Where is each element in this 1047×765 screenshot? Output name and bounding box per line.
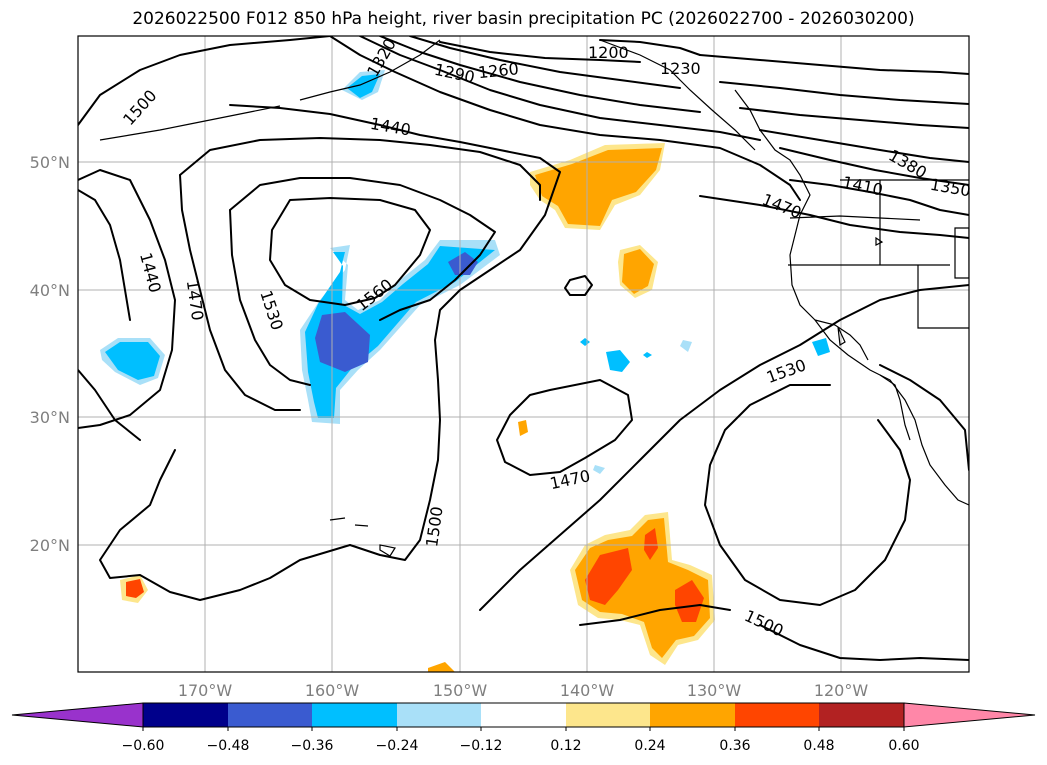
contour-line	[78, 36, 331, 126]
shade-negative	[300, 240, 500, 424]
contour-line	[789, 179, 969, 216]
colorbar-tick: −0.48	[207, 738, 250, 754]
shade-positive	[535, 148, 662, 226]
contour-line	[359, 36, 761, 141]
contour-line	[229, 177, 496, 321]
contour-label: 1230	[660, 59, 701, 78]
shade-positive	[126, 579, 144, 598]
contour-line	[229, 209, 311, 386]
colorbar-tick: −0.36	[291, 738, 334, 754]
colorbar-tick: 0.60	[888, 738, 919, 754]
plot-frame	[77, 35, 970, 673]
colorbar-swatch	[650, 703, 735, 727]
colorbar-extend-right	[903, 702, 1036, 728]
precip-shading	[100, 70, 830, 672]
colorbar-swatch	[397, 703, 481, 727]
contour-line	[479, 284, 969, 611]
contour-line	[179, 174, 301, 411]
shade-negative	[643, 352, 652, 358]
colorbar-swatch	[481, 703, 566, 727]
colorbar: −0.60 −0.48 −0.36 −0.24 −0.12 0.12 0.24 …	[11, 702, 1036, 754]
shade-positive	[675, 580, 704, 622]
contour-label: 1200	[588, 43, 629, 62]
contour-line	[779, 147, 969, 186]
contour-line	[699, 54, 969, 75]
contour-line	[719, 81, 969, 105]
contour-line	[599, 39, 701, 56]
contour-line	[78, 369, 141, 441]
colorbar-tick: −0.60	[122, 738, 165, 754]
colorbar-swatch	[143, 703, 228, 727]
shade-negative	[593, 465, 605, 474]
colorbar-tick: 0.48	[803, 738, 834, 754]
longitude-labels: 170°W 160°W 150°W 140°W 130°W 120°W	[178, 681, 869, 700]
shade-negative	[448, 252, 478, 275]
contour-label: 1260	[477, 59, 519, 82]
contour-line	[78, 189, 131, 321]
colorbar-swatch	[819, 703, 904, 727]
plot-area	[78, 36, 969, 672]
latitude-labels: 50°N 40°N 30°N 20°N	[30, 153, 70, 555]
contour-line	[879, 364, 969, 471]
contour-line	[379, 36, 701, 113]
shade-positive	[518, 420, 528, 436]
colorbar-swatch	[312, 703, 397, 727]
height-contours	[78, 36, 969, 661]
shade-negative	[680, 340, 692, 352]
shade-positive	[428, 662, 455, 672]
contour-line	[579, 604, 731, 626]
contour-line	[269, 197, 431, 306]
colorbar-tick: 0.24	[634, 738, 665, 754]
colorbar-tick: −0.12	[460, 738, 503, 754]
contour-line	[439, 41, 641, 63]
lat-label: 30°N	[30, 408, 70, 427]
shade-negative	[812, 338, 830, 356]
coastlines	[99, 39, 969, 557]
contour-line	[179, 137, 541, 201]
contour-line	[759, 129, 969, 163]
contour-line	[759, 624, 969, 661]
lat-label: 50°N	[30, 153, 70, 172]
lon-label: 120°W	[814, 681, 869, 700]
colorbar-tick: 0.36	[719, 738, 750, 754]
contour-line	[496, 379, 633, 476]
contour-line	[704, 384, 911, 606]
contour-line	[409, 36, 681, 89]
colorbar-swatch	[228, 703, 312, 727]
shade-negative	[315, 312, 370, 372]
shade-negative	[606, 350, 630, 372]
shade-positive	[622, 249, 654, 294]
shade-negative	[105, 342, 160, 380]
shade-positive	[644, 528, 658, 560]
lon-label: 150°W	[433, 681, 488, 700]
colorbar-swatch	[735, 703, 819, 727]
lon-label: 130°W	[687, 681, 742, 700]
colorbar-tick: −0.24	[376, 738, 419, 754]
contour-line	[99, 104, 561, 601]
map-title: 2026022500 F012 850 hPa height, river ba…	[132, 9, 915, 29]
lat-label: 20°N	[30, 536, 70, 555]
contour-line	[78, 169, 176, 429]
shade-positive	[585, 548, 632, 605]
colorbar-swatch	[566, 703, 650, 727]
lon-label: 160°W	[305, 681, 360, 700]
contour-line	[564, 275, 593, 296]
contour-line	[739, 107, 969, 129]
contour-line	[699, 195, 969, 239]
lon-label: 140°W	[560, 681, 615, 700]
lat-label: 40°N	[30, 281, 70, 300]
lon-label: 170°W	[178, 681, 233, 700]
colorbar-tick: 0.12	[550, 738, 581, 754]
contour-line	[329, 36, 801, 201]
colorbar-extend-left	[11, 702, 144, 728]
